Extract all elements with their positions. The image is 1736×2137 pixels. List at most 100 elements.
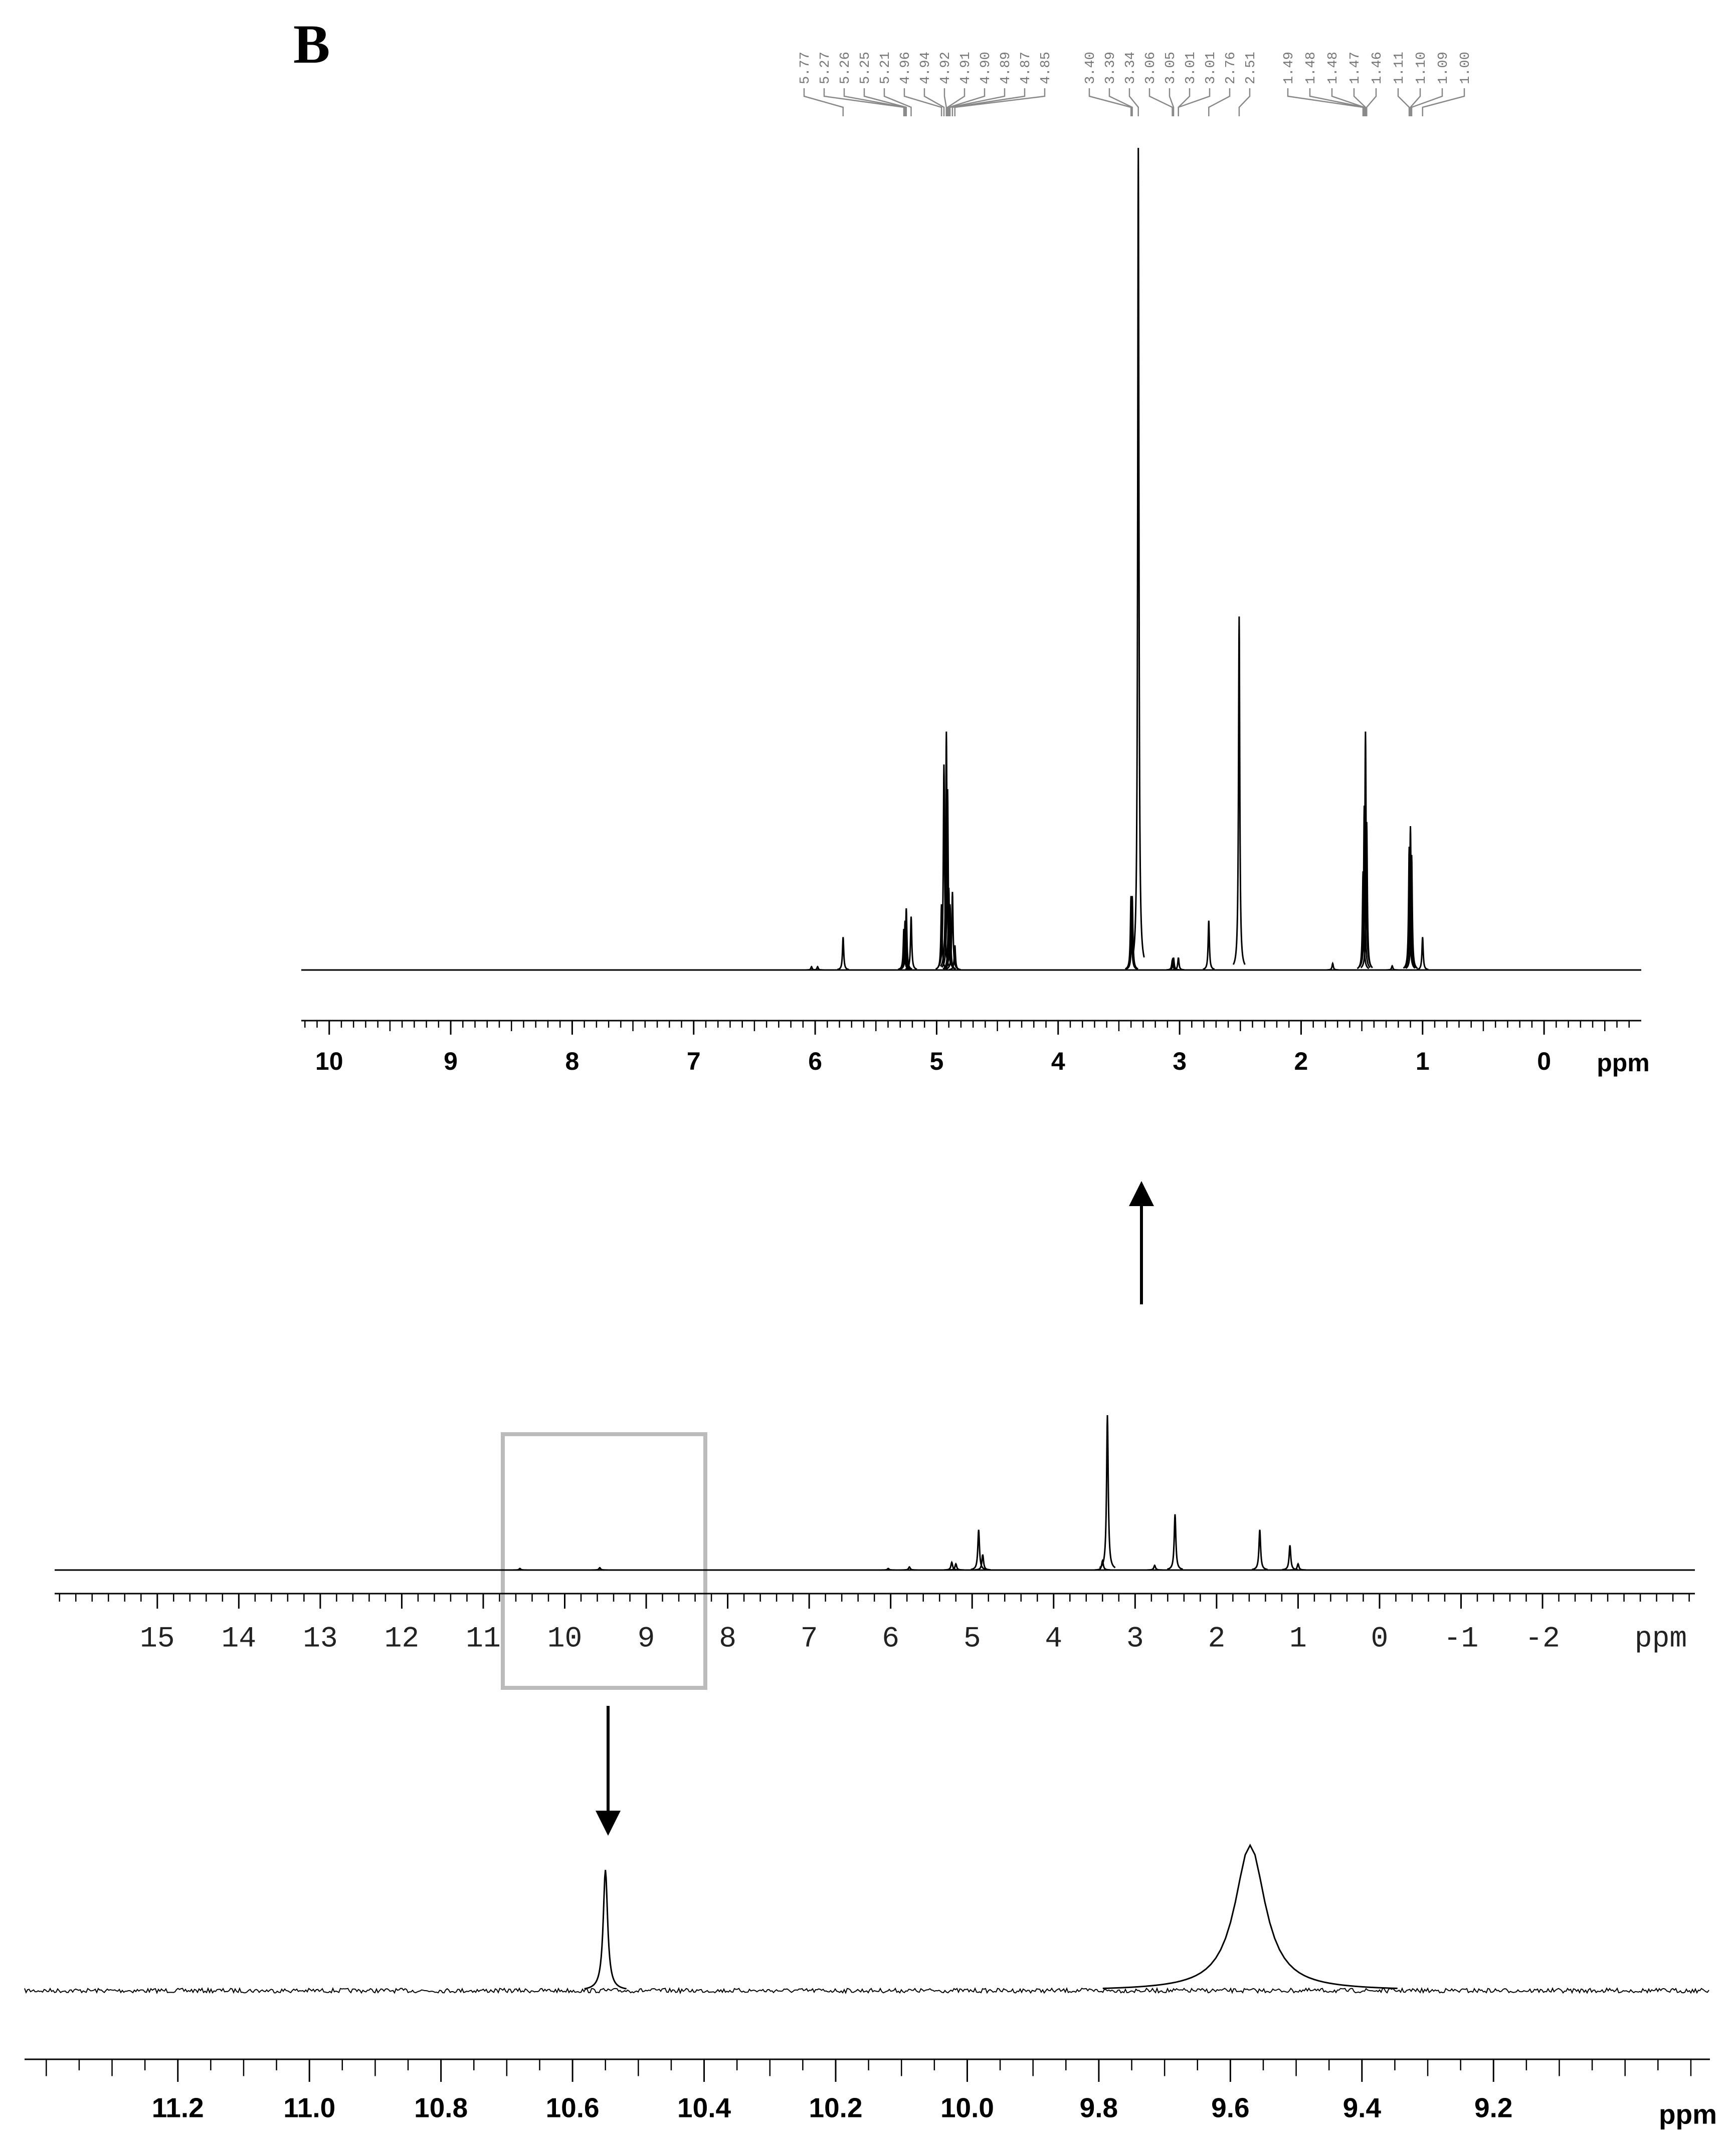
- peak-leader: [1410, 88, 1421, 116]
- peak: [1416, 937, 1429, 970]
- x-tick-label: 10.2: [809, 2092, 862, 2123]
- peak-leader: [1287, 88, 1364, 116]
- peak-leader: [863, 88, 907, 116]
- peak-label: 1.48: [1304, 52, 1319, 84]
- x-tick-label: 9.8: [1080, 2092, 1118, 2123]
- peak: [880, 1568, 896, 1571]
- peak-leader: [803, 88, 844, 116]
- peak-leader: [1422, 88, 1465, 116]
- x-axis-label: ppm: [1597, 1049, 1650, 1077]
- peak-leader: [1353, 88, 1367, 116]
- peak-leader: [823, 88, 905, 116]
- peak: [584, 1870, 627, 1990]
- x-tick-label: 8: [565, 1047, 580, 1075]
- peak-label: 3.01: [1184, 52, 1199, 84]
- peak: [512, 1568, 528, 1571]
- x-tick-label: 5: [930, 1047, 944, 1075]
- peak-leader: [946, 88, 966, 116]
- peak-leader: [1128, 88, 1139, 116]
- peak-label: 4.96: [898, 52, 913, 84]
- peak: [812, 965, 824, 971]
- peak: [971, 1529, 987, 1571]
- peak: [1131, 147, 1145, 958]
- x-tick-label: -1: [1444, 1623, 1479, 1655]
- peak-leader: [949, 88, 1006, 116]
- peak: [1126, 896, 1138, 970]
- x-axis-label: ppm: [1635, 1623, 1687, 1655]
- peak: [1232, 616, 1246, 965]
- x-tick-label: 12: [384, 1623, 420, 1655]
- peak-label: 1.00: [1458, 52, 1473, 84]
- peak-leader: [1238, 88, 1251, 116]
- peak-leader: [1148, 88, 1173, 116]
- peak-label: 1.46: [1370, 52, 1385, 84]
- x-tick-label: 4: [1051, 1047, 1065, 1075]
- peak: [1168, 957, 1180, 971]
- peak-leader: [1208, 88, 1231, 116]
- x-tick-label: 2: [1294, 1047, 1308, 1075]
- peak-label: 3.01: [1204, 52, 1219, 84]
- peak-label: 2.51: [1244, 52, 1259, 84]
- peak-leader: [948, 88, 986, 116]
- peak-leader: [1169, 88, 1175, 116]
- peak-label: 3.05: [1164, 52, 1179, 84]
- x-tick-label: 1: [1289, 1623, 1307, 1655]
- peak: [975, 1554, 991, 1571]
- peak: [1094, 1559, 1110, 1571]
- peak-label: 3.06: [1143, 52, 1159, 84]
- peak: [1102, 1843, 1398, 1990]
- peak: [1290, 1562, 1306, 1571]
- peak: [905, 916, 917, 970]
- peak-label: 3.34: [1123, 52, 1138, 84]
- x-tick-label: 6: [882, 1623, 899, 1655]
- peak-label: 1.49: [1282, 52, 1297, 84]
- x-tick-label: 10: [547, 1623, 583, 1655]
- peak: [1360, 822, 1373, 968]
- x-tick-label: 5: [963, 1623, 981, 1655]
- peak: [943, 1561, 960, 1571]
- x-tick-label: 10.8: [414, 2092, 468, 2123]
- peak: [900, 908, 912, 970]
- peak-leader: [843, 88, 906, 116]
- peak: [1167, 1514, 1183, 1570]
- peak-leader: [1178, 88, 1191, 116]
- x-tick-label: 10.0: [940, 2092, 994, 2123]
- x-tick-label: 0: [1371, 1623, 1389, 1655]
- peak-label: 5.77: [798, 52, 813, 84]
- x-tick-label: -2: [1525, 1623, 1560, 1655]
- peak-leader: [1088, 88, 1132, 116]
- peak: [948, 1562, 964, 1571]
- peak: [1146, 1564, 1163, 1571]
- peak-label: 4.94: [918, 52, 933, 84]
- peak-label: 5.25: [858, 52, 873, 84]
- x-tick-label: 11: [466, 1623, 501, 1655]
- peak-leader: [1411, 88, 1443, 116]
- x-tick-label: 9: [638, 1623, 655, 1655]
- x-tick-label: 7: [801, 1623, 818, 1655]
- peak-leader: [1397, 88, 1410, 116]
- peak: [1124, 896, 1137, 970]
- peak-label: 3.40: [1083, 52, 1098, 84]
- peak: [1099, 1415, 1116, 1569]
- peak: [943, 904, 956, 970]
- x-tick-label: 11.0: [283, 2092, 335, 2123]
- peak: [1386, 964, 1398, 971]
- peak: [1326, 961, 1339, 971]
- peak-leader: [1366, 88, 1377, 116]
- peak-label: 4.87: [1019, 52, 1034, 84]
- peak-label: 2.76: [1224, 52, 1239, 84]
- baseline-noise: [24, 1987, 1709, 1995]
- x-tick-label: 13: [303, 1623, 338, 1655]
- peak: [1172, 957, 1185, 971]
- peak: [837, 937, 849, 970]
- x-tick-label: 4: [1045, 1623, 1062, 1655]
- x-tick-label: 6: [808, 1047, 822, 1075]
- x-tick-label: 9.2: [1474, 2092, 1512, 2123]
- zoom-box: [501, 1432, 707, 1690]
- panel-label: B: [293, 14, 330, 75]
- x-tick-label: 14: [222, 1623, 257, 1655]
- peak-label: 1.10: [1414, 52, 1429, 84]
- peak-leader: [951, 88, 1026, 116]
- peak: [1405, 855, 1418, 969]
- peak-label: 4.91: [958, 52, 974, 84]
